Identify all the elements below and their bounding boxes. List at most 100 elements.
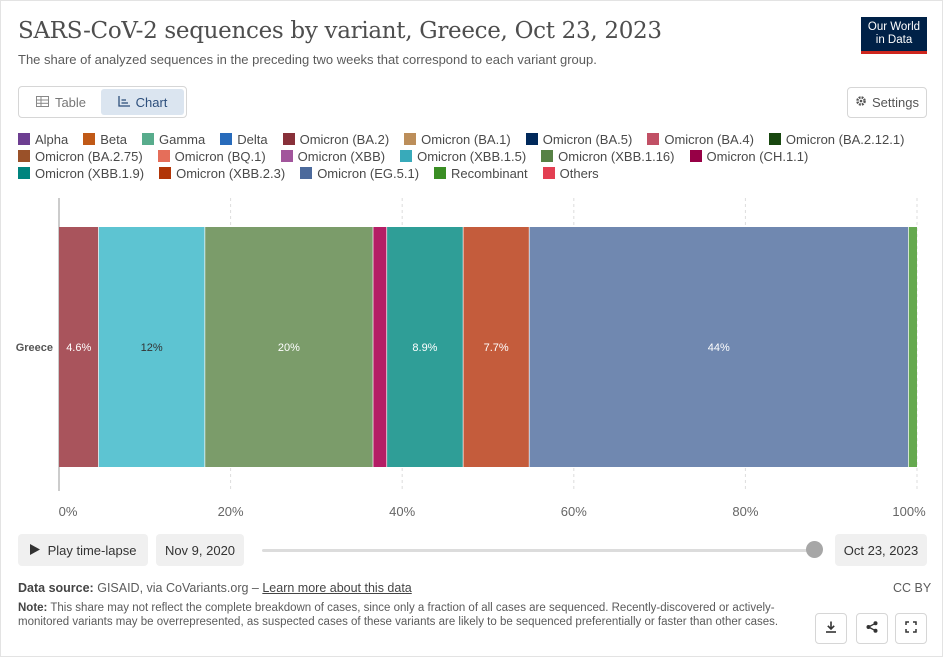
legend-swatch <box>282 133 295 145</box>
x-tick-label: 20% <box>218 504 244 519</box>
logo-line-2: in Data <box>875 34 913 46</box>
start-date-button[interactable]: Nov 9, 2020 <box>156 534 244 566</box>
legend-label: Delta <box>237 131 268 147</box>
legend-label: Omicron (XBB.2.3) <box>176 165 286 181</box>
legend-label: Omicron (BA.1) <box>421 131 511 147</box>
bar-segment[interactable] <box>386 227 464 467</box>
legend-label: Omicron (XBB.1.16) <box>558 148 675 164</box>
legend-item[interactable]: Omicron (XBB) <box>280 149 385 164</box>
legend-swatch <box>159 167 172 179</box>
legend-swatch <box>400 150 413 162</box>
owid-logo[interactable]: Our World in Data <box>861 17 927 54</box>
legend-swatch <box>280 150 293 162</box>
download-icon <box>825 620 837 638</box>
legend-item[interactable]: Omicron (BA.1) <box>404 131 511 147</box>
legend-item[interactable]: Alpha <box>18 132 68 147</box>
legend-swatch <box>83 133 96 145</box>
legend-label: Omicron (EG.5.1) <box>317 165 420 181</box>
end-date-button[interactable]: Oct 23, 2023 <box>835 534 927 566</box>
legend-item[interactable]: Omicron (CH.1.1) <box>689 149 808 164</box>
legend-item[interactable]: Omicron (BQ.1) <box>157 148 266 164</box>
data-source: Data source: GISAID, via CoVariants.org … <box>18 581 412 595</box>
bar-segment[interactable] <box>463 227 530 467</box>
play-icon <box>29 543 40 558</box>
tab-table[interactable]: Table <box>21 89 101 115</box>
legend-item[interactable]: Omicron (XBB.1.16) <box>541 148 675 164</box>
stacked-bar-chart: 0% 20% 40% 60% 80% 100% Greece 4.6% 12% 20% 8.9% 7.… <box>16 198 926 519</box>
legend-label: Omicron (BQ.1) <box>174 148 266 164</box>
legend-item[interactable]: Gamma <box>142 131 206 147</box>
tab-table-label: Table <box>54 94 87 110</box>
legend-swatch <box>220 133 233 145</box>
bar-segment[interactable] <box>908 227 917 467</box>
legend-label: Beta <box>100 131 127 147</box>
legend-item[interactable]: Omicron (EG.5.1) <box>300 165 420 181</box>
play-timelapse-button[interactable]: Play time-lapse <box>18 534 148 566</box>
download-button[interactable] <box>815 613 847 644</box>
legend-item[interactable]: Omicron (BA.4) <box>647 132 754 147</box>
data-label: 44% <box>708 342 730 354</box>
bar-segment[interactable] <box>98 227 205 467</box>
legend-label: Others <box>559 165 599 181</box>
legend-item[interactable]: Beta <box>83 131 127 147</box>
legend-label: Omicron (BA.2.12.1) <box>785 131 905 147</box>
source-text: GISAID, via CoVariants.org – <box>97 581 259 595</box>
legend-item[interactable]: Omicron (BA.2.75) <box>18 149 143 164</box>
legend-swatch <box>300 167 313 179</box>
chart-note: Note: This share may not reflect the com… <box>18 601 788 629</box>
legend-swatch <box>157 150 170 162</box>
expand-icon <box>905 620 917 638</box>
legend-item[interactable]: Others <box>542 165 599 181</box>
legend-item[interactable]: Omicron (XBB.2.3) <box>159 165 286 181</box>
bar-segment[interactable] <box>373 227 387 467</box>
legend-item[interactable]: Omicron (XBB.1.9) <box>18 166 144 181</box>
license-link[interactable]: CC BY <box>893 581 932 595</box>
tab-chart[interactable]: Chart <box>101 89 184 115</box>
share-icon <box>866 620 878 638</box>
data-label: 20% <box>278 342 300 354</box>
legend-item[interactable]: Delta <box>220 131 268 147</box>
chart-icon <box>117 95 130 110</box>
legend-label: Omicron (XBB.1.5) <box>417 148 527 164</box>
legend-item[interactable]: Recombinant <box>434 165 528 181</box>
bar-segment[interactable] <box>529 227 909 467</box>
legend-swatch <box>18 167 30 179</box>
data-label: 7.7% <box>484 342 509 354</box>
source-prefix: Data source: <box>18 581 94 595</box>
timeline-slider-track[interactable] <box>262 549 815 552</box>
logo-line-1: Our World <box>867 21 921 33</box>
settings-button[interactable]: Settings <box>847 87 927 118</box>
chart-title: SARS-CoV-2 sequences by variant, Greece,… <box>18 18 662 44</box>
legend-item[interactable]: Omicron (BA.5) <box>525 132 632 147</box>
data-label: 8.9% <box>412 342 437 354</box>
learn-more-link[interactable]: Learn more about this data <box>262 581 412 595</box>
legend-label: Recombinant <box>451 165 528 181</box>
view-tabs: Table Chart <box>18 86 187 118</box>
x-tick-label: 80% <box>732 504 758 519</box>
legend-swatch <box>541 150 554 162</box>
fullscreen-button[interactable] <box>895 613 927 644</box>
data-label: 4.6% <box>66 342 91 354</box>
bar-segment[interactable] <box>204 227 374 467</box>
legend-swatch <box>142 133 154 145</box>
legend: Alpha Beta Gamma Delta Omicron (BA.2) Omicron… <box>18 131 928 181</box>
legend-swatch <box>18 133 30 145</box>
bar-segment[interactable] <box>59 227 99 467</box>
share-button[interactable] <box>856 613 888 644</box>
table-icon <box>35 95 49 110</box>
timeline-controls: Play time-lapse Nov 9, 2020 Oct 23, 2023 <box>18 534 928 566</box>
category-label: Greece <box>16 342 53 354</box>
tab-chart-label: Chart <box>135 94 168 110</box>
timeline-slider-handle[interactable] <box>806 541 823 558</box>
legend-item[interactable]: Omicron (BA.2.12.1) <box>768 131 905 147</box>
note-prefix: Note: <box>18 602 48 614</box>
legend-swatch <box>18 150 30 162</box>
legend-item[interactable]: Omicron (BA.2) <box>282 132 389 147</box>
x-tick-label: 40% <box>389 504 415 519</box>
legend-item[interactable]: Omicron (XBB.1.5) <box>400 148 527 164</box>
note-text: This share may not reflect the complete … <box>18 602 779 628</box>
play-label: Play time-lapse <box>47 542 137 558</box>
legend-label: Gamma <box>159 131 206 147</box>
legend-swatch <box>404 133 417 145</box>
legend-swatch <box>768 133 781 145</box>
